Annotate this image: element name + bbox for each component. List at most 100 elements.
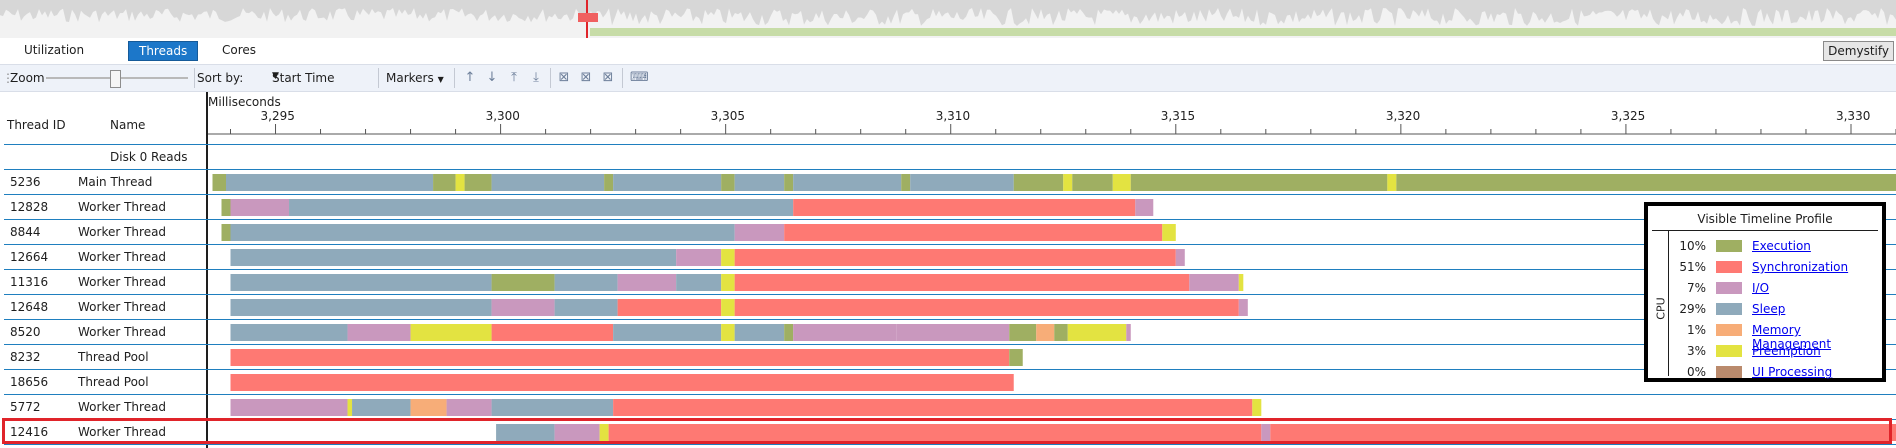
segment-i-o[interactable] [554, 424, 600, 441]
move-up-icon[interactable]: ↑ [464, 70, 476, 85]
zoom-slider-thumb[interactable] [110, 70, 121, 88]
segment-i-o[interactable] [1189, 274, 1239, 291]
timeline-overview[interactable] [0, 0, 1896, 38]
segment-i-o[interactable] [1238, 299, 1248, 316]
segment-sleep[interactable] [910, 174, 1014, 191]
segment-synchronization[interactable] [230, 374, 1014, 391]
segment-execution[interactable] [221, 224, 231, 241]
segment-preemption[interactable] [721, 324, 735, 341]
segment-execution[interactable] [1009, 349, 1023, 366]
segment-execution[interactable] [1054, 324, 1068, 341]
column-name[interactable]: Name [110, 118, 146, 132]
segment-memory-management[interactable] [1036, 324, 1055, 341]
segment-preemption[interactable] [1238, 274, 1244, 291]
segment-preemption[interactable] [1063, 174, 1073, 191]
thread-row[interactable]: 12416 Worker Thread [4, 420, 1896, 445]
thread-row[interactable]: 5236 Main Thread [4, 170, 1896, 195]
column-thread-id[interactable]: Thread ID [7, 118, 66, 132]
segment-execution[interactable] [604, 174, 614, 191]
segment-preemption[interactable] [1252, 399, 1262, 416]
filter-clear-icon[interactable]: ⊠ [580, 70, 592, 85]
demystify-button[interactable]: Demystify [1823, 41, 1894, 61]
legend-link[interactable]: Synchronization [1752, 260, 1849, 274]
segment-execution[interactable] [1396, 174, 1896, 191]
segment-execution[interactable] [433, 174, 456, 191]
segment-synchronization[interactable] [734, 249, 1176, 266]
segment-i-o[interactable] [491, 299, 555, 316]
segment-sleep[interactable] [230, 249, 677, 266]
move-bottom-icon[interactable]: ⤓ [533, 70, 539, 85]
segment-synchronization[interactable] [613, 399, 1253, 416]
thread-row[interactable]: 18656 Thread Pool [4, 370, 1896, 395]
move-down-icon[interactable]: ↓ [486, 70, 498, 85]
legend-link[interactable]: UI Processing [1752, 365, 1833, 379]
thread-row[interactable]: 12828 Worker Thread [4, 195, 1896, 220]
legend-link[interactable]: Preemption [1752, 344, 1821, 358]
segment-sleep[interactable] [613, 324, 722, 341]
segment-sleep[interactable] [491, 174, 605, 191]
segment-synchronization[interactable] [617, 299, 722, 316]
sort-dropdown[interactable]: Start Time ▼ [262, 69, 372, 87]
segment-execution[interactable] [1072, 174, 1113, 191]
segment-preemption[interactable] [721, 249, 735, 266]
thread-row[interactable]: Disk 0 Reads [4, 145, 1896, 170]
tab-utilization[interactable]: Utilization [24, 43, 85, 57]
segment-synchronization[interactable] [734, 274, 1190, 291]
segment-execution[interactable] [901, 174, 911, 191]
keyboard-icon[interactable]: ⌨ [630, 70, 649, 85]
thread-row[interactable]: 12648 Worker Thread [4, 295, 1896, 320]
legend-link[interactable]: Memory Management [1752, 323, 1832, 351]
segment-synchronization[interactable] [1270, 424, 1896, 441]
segment-i-o[interactable] [734, 224, 785, 241]
segment-i-o[interactable] [1135, 199, 1154, 216]
tab-cores[interactable]: Cores [222, 43, 257, 57]
segment-sleep[interactable] [734, 324, 785, 341]
segment-sleep[interactable] [230, 274, 492, 291]
segment-execution[interactable] [1009, 324, 1037, 341]
segment-synchronization[interactable] [608, 424, 1262, 441]
thread-row[interactable]: 8844 Worker Thread [4, 220, 1896, 245]
segment-sleep[interactable] [613, 174, 722, 191]
filter-remove-icon[interactable]: ⊠ [602, 70, 614, 85]
segment-synchronization[interactable] [230, 349, 1010, 366]
segment-execution[interactable] [1130, 174, 1388, 191]
segment-execution[interactable] [491, 274, 555, 291]
segment-sleep[interactable] [734, 174, 785, 191]
segment-execution[interactable] [212, 174, 227, 191]
legend-link[interactable]: I/O [1752, 281, 1770, 295]
thread-row[interactable]: 8232 Thread Pool [4, 345, 1896, 370]
segment-sleep[interactable] [554, 299, 618, 316]
segment-i-o[interactable] [617, 274, 677, 291]
segment-preemption[interactable] [455, 174, 465, 191]
segment-preemption[interactable] [599, 424, 609, 441]
legend-link[interactable]: Execution [1752, 239, 1811, 253]
segment-execution[interactable] [784, 174, 794, 191]
overview-selection-handle[interactable] [578, 13, 598, 22]
segment-sleep[interactable] [230, 224, 735, 241]
filter-icon[interactable]: ⊠ [558, 70, 570, 85]
segment-sleep[interactable] [226, 174, 434, 191]
segment-synchronization[interactable] [734, 299, 1239, 316]
segment-execution[interactable] [221, 199, 231, 216]
segment-sleep[interactable] [676, 274, 722, 291]
segment-i-o[interactable] [230, 399, 348, 416]
segment-i-o[interactable] [446, 399, 492, 416]
segment-sleep[interactable] [554, 274, 618, 291]
segment-sleep[interactable] [793, 174, 902, 191]
markers-menu[interactable]: Markers ▼ [386, 71, 444, 85]
move-top-icon[interactable]: ⤒ [511, 70, 517, 85]
column-divider[interactable] [206, 92, 208, 448]
segment-i-o[interactable] [793, 324, 897, 341]
segment-execution[interactable] [721, 174, 735, 191]
segment-synchronization[interactable] [784, 224, 1163, 241]
segment-i-o[interactable] [347, 324, 411, 341]
segment-memory-management[interactable] [410, 399, 447, 416]
segment-preemption[interactable] [721, 299, 735, 316]
segment-preemption[interactable] [1162, 224, 1176, 241]
thread-row[interactable]: 11316 Worker Thread [4, 270, 1896, 295]
segment-i-o[interactable] [1126, 324, 1131, 341]
segment-synchronization[interactable] [793, 199, 1136, 216]
segment-i-o[interactable] [1175, 249, 1185, 266]
segment-preemption[interactable] [347, 399, 353, 416]
segment-preemption[interactable] [1112, 174, 1131, 191]
